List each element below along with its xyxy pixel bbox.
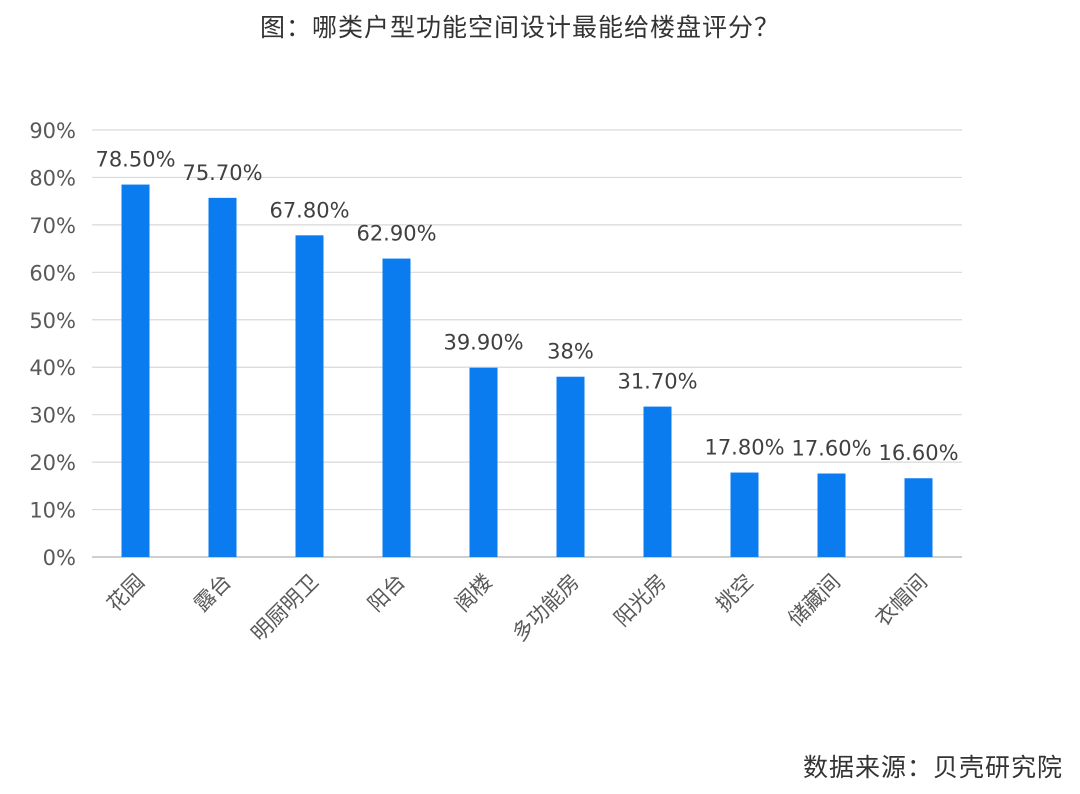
x-tick-label: 花园 xyxy=(102,570,149,617)
x-tick-label: 阁楼 xyxy=(450,570,497,617)
bar xyxy=(382,258,411,557)
y-tick-label: 10% xyxy=(29,499,76,523)
x-tick-label: 阳台 xyxy=(363,570,410,617)
bars xyxy=(121,184,933,558)
bar xyxy=(817,473,846,557)
data-label: 17.80% xyxy=(704,436,784,460)
x-tick-label: 衣帽间 xyxy=(871,570,933,632)
data-label: 16.60% xyxy=(878,441,958,465)
data-label: 67.80% xyxy=(269,198,349,222)
y-tick-label: 40% xyxy=(29,356,76,380)
y-tick-label: 0% xyxy=(43,546,76,570)
y-tick-label: 70% xyxy=(29,214,76,238)
x-axis-ticks: 花园 露台 明厨明卫 阳台 阁楼 多功能房 阳光房 挑空 储藏间 衣帽间 xyxy=(102,570,932,646)
y-axis-ticks: 0% 10% 20% 30% 40% 50% 60% 70% 80% 90% xyxy=(29,119,76,570)
bar xyxy=(904,478,933,557)
bar xyxy=(295,235,324,557)
y-tick-label: 20% xyxy=(29,451,76,475)
x-tick-label: 露台 xyxy=(189,570,236,617)
data-label: 62.90% xyxy=(356,222,436,246)
y-tick-label: 30% xyxy=(29,404,76,428)
gridlines xyxy=(92,129,962,558)
x-tick-label: 挑空 xyxy=(711,570,758,617)
y-tick-label: 80% xyxy=(29,166,76,190)
data-label: 39.90% xyxy=(443,331,523,355)
y-tick-label: 50% xyxy=(29,309,76,333)
bar xyxy=(469,367,498,557)
x-tick-label: 多功能房 xyxy=(508,570,584,646)
data-label: 75.70% xyxy=(182,161,262,185)
bar xyxy=(643,406,672,557)
x-tick-label: 明厨明卫 xyxy=(247,570,323,646)
y-tick-label: 90% xyxy=(29,119,76,143)
data-labels: 78.50% 75.70% 67.80% 62.90% 39.90% 38% 31.70% 1… xyxy=(95,148,958,466)
x-tick-label: 阳光房 xyxy=(610,570,672,632)
y-tick-label: 60% xyxy=(29,261,76,285)
bar xyxy=(556,376,585,557)
data-label: 78.50% xyxy=(95,148,175,172)
bar xyxy=(121,184,150,558)
x-tick-label: 储藏间 xyxy=(784,570,846,632)
data-label: 17.60% xyxy=(791,436,871,460)
data-label: 38% xyxy=(547,340,594,364)
chart-title: 图：哪类户型功能空间设计最能给楼盘评分？ xyxy=(260,13,780,42)
bar xyxy=(730,472,759,557)
data-label: 31.70% xyxy=(617,370,697,394)
source-note: 数据来源：贝壳研究院 xyxy=(803,753,1063,782)
bar xyxy=(208,197,237,557)
